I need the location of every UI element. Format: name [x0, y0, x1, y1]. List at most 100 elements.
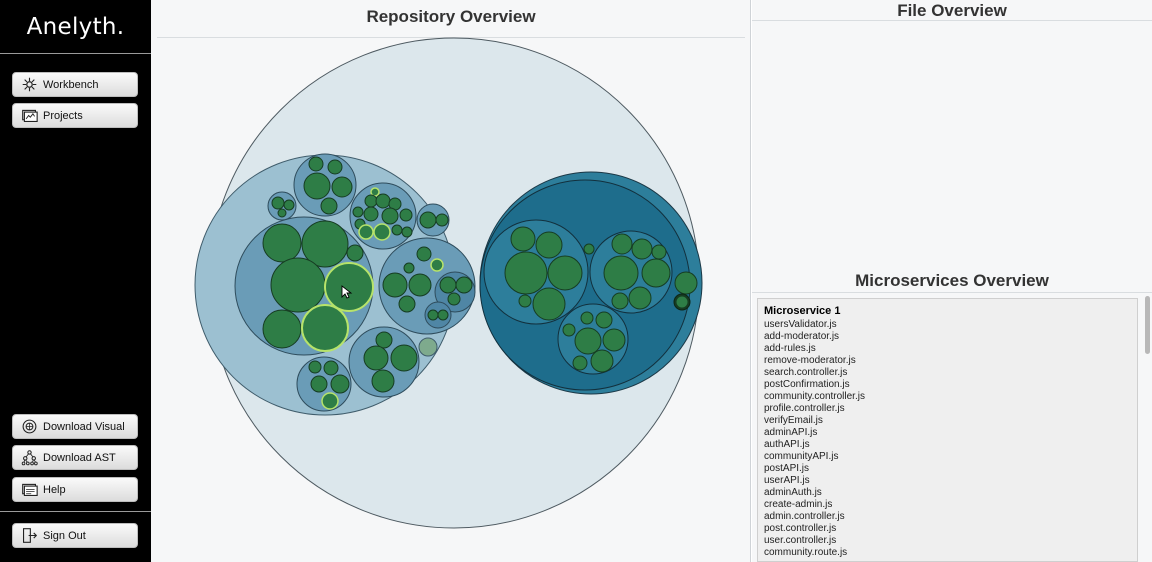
file-circle: [504, 251, 548, 295]
repository-panel: Repository Overview: [151, 0, 751, 562]
repository-divider: [157, 37, 745, 38]
file-circle: [270, 257, 326, 313]
file-circle: [631, 238, 653, 260]
file-circle: [510, 226, 536, 252]
file-circle: [331, 176, 353, 198]
file-circle: [518, 294, 532, 308]
file-list-item[interactable]: verifyEmail.js: [764, 415, 823, 426]
file-circle: [390, 344, 418, 372]
file-list-item[interactable]: userAPI.js: [764, 475, 810, 486]
file-circle: [277, 208, 287, 218]
file-circle: [416, 246, 432, 262]
file-list-item[interactable]: add-rules.js: [764, 343, 816, 354]
help-button[interactable]: Help: [12, 477, 138, 502]
file-circle: [437, 309, 449, 321]
file-circle: [547, 255, 583, 291]
file-circle: [447, 292, 461, 306]
file-circle: [398, 295, 416, 313]
file-circle: [628, 286, 652, 310]
circle-pack-visual[interactable]: [151, 0, 751, 562]
file-list-item[interactable]: community.controller.js: [764, 391, 865, 402]
file-circle: [572, 355, 588, 371]
file-circle: [455, 276, 473, 294]
file-circle: [535, 231, 563, 259]
file-circle: [403, 262, 415, 274]
file-circle: [283, 199, 295, 211]
microservice-files: usersValidator.js add-moderator.js add-rul…: [764, 319, 1137, 559]
file-circle-highlighted: [324, 262, 374, 312]
file-circle: [381, 207, 399, 225]
file-circle: [439, 276, 457, 294]
file-circle: [574, 327, 602, 355]
download-ast-button[interactable]: Download AST: [12, 445, 138, 470]
file-list-item[interactable]: search.controller.js: [764, 367, 848, 378]
download-visual-label: Download Visual: [43, 420, 125, 433]
file-circle: [330, 374, 350, 394]
sidebar-divider: [0, 511, 151, 512]
file-circle: [320, 197, 338, 215]
file-circle: [580, 311, 594, 325]
right-panel: File Overview Microservices Overview Mic…: [752, 0, 1152, 562]
file-circle: [371, 369, 395, 393]
file-circle: [532, 287, 566, 321]
file-list-item[interactable]: postAPI.js: [764, 463, 810, 474]
workbench-label: Workbench: [43, 78, 99, 91]
file-circle: [375, 193, 391, 209]
microservices-divider: [752, 292, 1152, 293]
file-list-item[interactable]: profile.controller.js: [764, 403, 845, 414]
file-circle: [435, 213, 449, 227]
app-brand: Anelyth.: [0, 0, 151, 54]
download-ast-label: Download AST: [43, 451, 116, 464]
file-circle: [301, 220, 349, 268]
file-circle: [595, 311, 613, 329]
file-circle: [262, 309, 302, 349]
file-list-item[interactable]: create-admin.js: [764, 499, 833, 510]
file-circle-highlighted: [321, 392, 339, 410]
sign-out-button[interactable]: Sign Out: [12, 523, 138, 548]
sign-out-icon: [21, 527, 38, 544]
file-list-item[interactable]: usersValidator.js: [764, 319, 837, 330]
download-visual-button[interactable]: Download Visual: [12, 414, 138, 439]
file-list-item[interactable]: postConfirmation.js: [764, 379, 850, 390]
projects-label: Projects: [43, 109, 83, 122]
sidebar: Anelyth. Workbench Projects Download Vis…: [0, 0, 151, 562]
file-circle: [641, 258, 671, 288]
file-list-item[interactable]: community.route.js: [764, 547, 848, 558]
file-list-item[interactable]: authAPI.js: [764, 439, 810, 450]
microservices-scrollbar[interactable]: [1145, 296, 1150, 354]
file-circle: [602, 328, 626, 352]
projects-button[interactable]: Projects: [12, 103, 138, 128]
file-list-item[interactable]: communityAPI.js: [764, 451, 839, 462]
microservice-name: Microservice 1: [764, 305, 841, 317]
file-circle: [611, 233, 633, 255]
microservices-list[interactable]: Microservice 1 usersValidator.js add-mode…: [757, 298, 1138, 562]
file-circle: [363, 206, 379, 222]
download-ast-icon: [21, 449, 38, 466]
file-list-item[interactable]: adminAuth.js: [764, 487, 822, 498]
file-circle: [408, 273, 432, 297]
file-list-item[interactable]: remove-moderator.js: [764, 355, 856, 366]
file-circle: [562, 323, 576, 337]
file-circle: [323, 360, 339, 376]
file-overview-title: File Overview: [897, 1, 1007, 20]
file-list-item[interactable]: admin.controller.js: [764, 511, 845, 522]
file-circle: [364, 194, 378, 208]
workbench-button[interactable]: Workbench: [12, 72, 138, 97]
file-list-item[interactable]: user.controller.js: [764, 535, 837, 546]
microservices-title: Microservices Overview: [855, 271, 1049, 290]
file-circle: [419, 211, 437, 229]
file-list-item[interactable]: add-moderator.js: [764, 331, 840, 342]
help-label: Help: [43, 483, 66, 496]
file-circle: [583, 243, 595, 255]
projects-icon: [21, 107, 38, 124]
download-visual-icon: [21, 418, 38, 435]
file-circle: [327, 159, 343, 175]
file-circle: [603, 255, 639, 291]
file-circle: [346, 244, 364, 262]
file-list-item[interactable]: adminAPI.js: [764, 427, 818, 438]
file-circle: [401, 226, 413, 238]
file-list-item[interactable]: post.controller.js: [764, 523, 837, 534]
file-circle: [382, 272, 408, 298]
file-circle: [271, 196, 285, 210]
repository-title: Repository Overview: [366, 7, 536, 26]
